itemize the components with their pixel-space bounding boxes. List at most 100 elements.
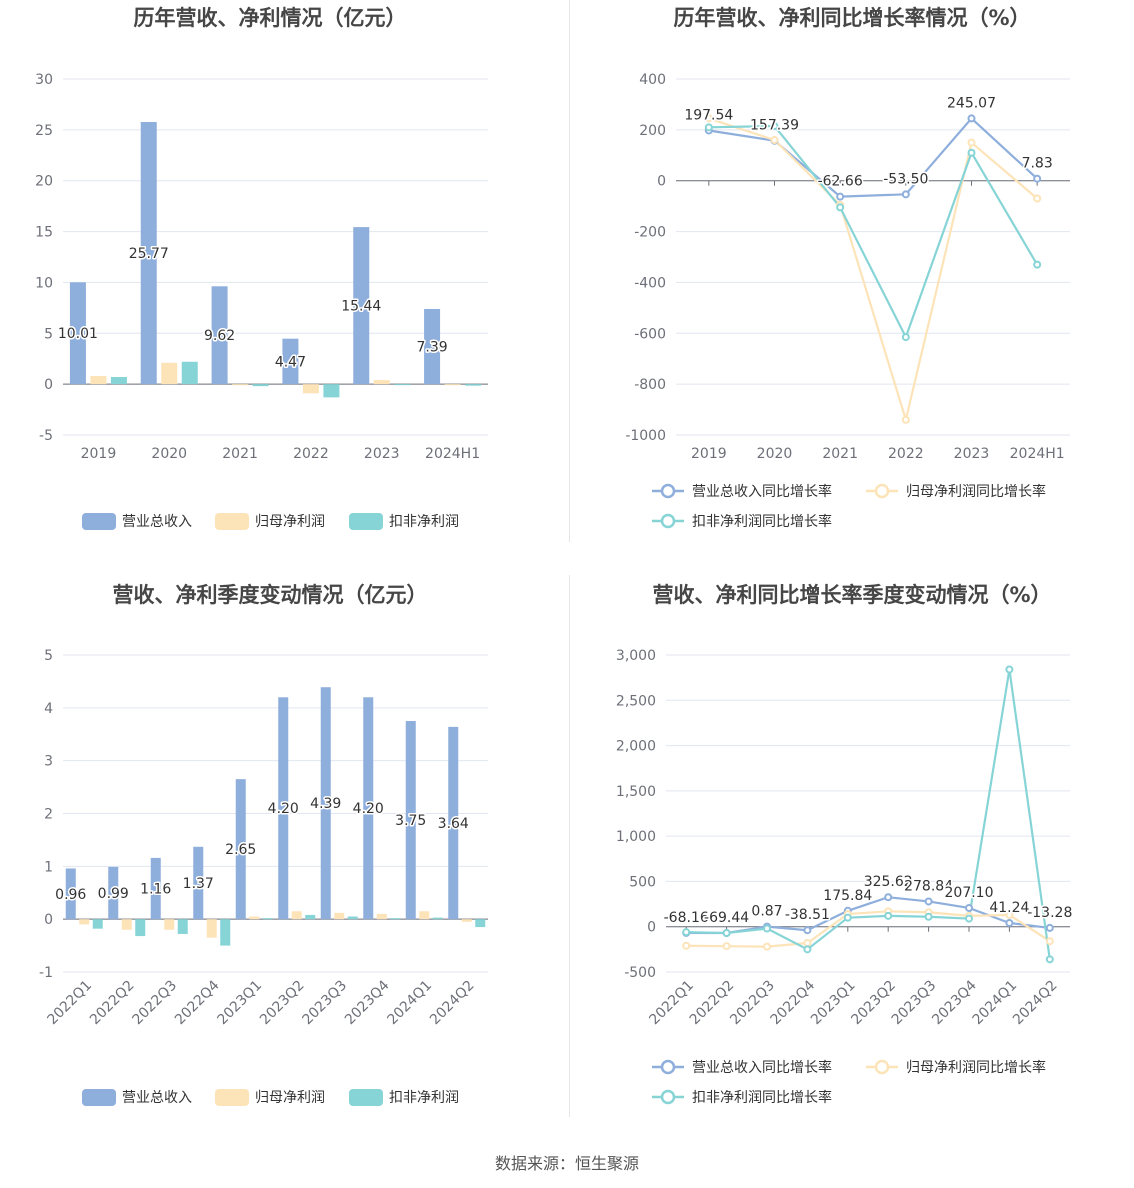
data-label: 197.54 — [684, 107, 733, 123]
legend-swatch-marker — [660, 1089, 676, 1105]
x-tick-label: 2023Q1 — [214, 978, 265, 1029]
legend-swatch-marker — [660, 1059, 676, 1075]
bar-营业总收入 — [140, 122, 157, 385]
y-tick-label: 1,500 — [616, 784, 656, 800]
point-扣非净利润同比增长率 — [884, 911, 893, 920]
bar-扣非净利润 — [475, 919, 486, 928]
point-营业总收入同比增长率 — [836, 192, 845, 201]
data-label: 0.96 — [55, 887, 86, 903]
legend-label: 扣非净利润同比增长率 — [692, 513, 832, 530]
y-tick-label: 20 — [35, 174, 53, 190]
x-tick-label: 2023 — [364, 446, 400, 462]
series-line-营业总收入同比增长率 — [708, 116, 1038, 198]
data-label: 2.65 — [225, 842, 256, 858]
y-tick-label: 2,000 — [616, 739, 656, 755]
legend-swatch — [349, 1089, 383, 1106]
legend-label: 归母净利润 — [255, 513, 325, 530]
bar-归母净利润 — [90, 376, 107, 385]
bar-营业总收入 — [278, 697, 289, 920]
point-扣非净利润同比增长率 — [722, 929, 731, 938]
point-营业总收入同比增长率 — [967, 114, 976, 123]
data-label: 325.62 — [864, 874, 913, 890]
point-归母净利润同比增长率 — [901, 415, 910, 424]
quarterly-growth-panel: 营收、净利同比增长率季度变动情况（%） -500 0 500 1,000 1,500 2,0… — [574, 575, 1134, 1135]
legend-label: 归母净利润同比增长率 — [906, 483, 1046, 500]
bar-归母净利润 — [302, 384, 319, 394]
point-营业总收入同比增长率 — [803, 926, 812, 935]
series-line-扣非净利润同比增长率 — [708, 124, 1039, 340]
point-营业总收入同比增长率 — [884, 893, 893, 902]
point-扣非净利润同比增长率 — [843, 913, 852, 922]
data-label: 207.10 — [945, 885, 994, 901]
y-tick-label: -800 — [634, 377, 666, 393]
bar-扣非净利润 — [394, 384, 411, 386]
legend-swatch-marker — [874, 1059, 890, 1075]
bar-归母净利润 — [444, 384, 461, 386]
y-tick-label: -5 — [39, 428, 53, 444]
data-label: 4.20 — [268, 801, 299, 817]
point-归母净利润同比增长率 — [1045, 937, 1054, 946]
data-label: -38.51 — [785, 907, 830, 923]
bar-营业总收入 — [282, 338, 299, 385]
x-tick-label: 2019 — [81, 446, 117, 462]
data-label: 41.24 — [989, 900, 1029, 916]
bar-营业总收入 — [363, 697, 374, 920]
legend-label: 扣非净利润 — [389, 1090, 459, 1106]
y-tick-label: 500 — [629, 874, 656, 890]
bar-扣非净利润 — [465, 384, 482, 386]
y-tick-label: -400 — [634, 275, 666, 291]
point-归母净利润同比增长率 — [1033, 194, 1042, 203]
x-tick-label: 2024Q2 — [1010, 978, 1061, 1029]
bar-营业总收入 — [65, 868, 76, 920]
y-tick-label: 0 — [44, 377, 53, 393]
bar-归母净利润 — [461, 919, 472, 922]
legend-swatch — [82, 513, 116, 530]
data-label: -68.16 — [664, 910, 709, 926]
x-tick-label: 2022Q1 — [44, 978, 95, 1029]
data-label: 25.77 — [129, 246, 169, 262]
bar-归母净利润 — [121, 919, 132, 930]
x-tick-label: 2022 — [888, 446, 924, 462]
bar-归母净利润 — [206, 919, 217, 938]
annual-revenue-profit-chart: 历年营收、净利情况（亿元） -5 0 5 10 15 20 25 30 2019 2020 2021 2… — [35, 6, 488, 530]
y-tick-label: 5 — [44, 648, 53, 664]
point-营业总收入同比增长率 — [924, 897, 933, 906]
bar-扣非净利润 — [92, 919, 103, 929]
point-扣非净利润同比增长率 — [682, 928, 691, 937]
y-tick-label: -1000 — [625, 428, 666, 444]
bar-营业总收入 — [193, 846, 204, 920]
x-tick-label: 2020 — [757, 446, 793, 462]
data-label: 1.37 — [183, 876, 214, 892]
point-扣非净利润同比增长率 — [965, 914, 973, 923]
y-tick-label: -500 — [624, 965, 656, 981]
y-tick-label: 25 — [35, 123, 53, 139]
y-tick-label: 1,000 — [616, 829, 656, 845]
x-tick-label: 2024Q2 — [427, 978, 478, 1029]
chart-title: 历年营收、净利情况（亿元） — [134, 6, 407, 30]
x-tick-label: 2023 — [954, 446, 990, 462]
data-label: 3.64 — [438, 816, 469, 832]
point-扣非净利润同比增长率 — [704, 123, 713, 132]
data-label: 4.39 — [310, 796, 341, 812]
x-tick-label: 2021 — [222, 446, 258, 462]
bar-归母净利润 — [419, 911, 430, 920]
data-label: 7.83 — [1022, 156, 1053, 172]
annual-growth-chart: 历年营收、净利同比增长率情况（%） -1000 -800 -600 -400 -200 0 2… — [625, 6, 1070, 530]
series-line-归母净利润同比增长率 — [708, 117, 1038, 424]
x-tick-label: 2023Q3 — [299, 978, 350, 1029]
bar-归母净利润 — [164, 919, 175, 930]
data-label: 0.87 — [751, 904, 782, 920]
x-tick-label: 2024H1 — [425, 446, 480, 462]
legend-label: 扣非净利润 — [389, 514, 459, 530]
point-扣非净利润同比增长率 — [836, 203, 845, 212]
bar-归母净利润 — [373, 380, 390, 385]
data-label: 9.62 — [204, 328, 235, 344]
bar-营业总收入 — [353, 227, 370, 385]
point-扣非净利润同比增长率 — [770, 122, 779, 131]
legend-label: 营业总收入 — [122, 514, 192, 530]
data-label: -62.66 — [818, 174, 863, 190]
bar-扣非净利润 — [432, 917, 443, 920]
y-tick-label: 2 — [44, 807, 53, 823]
data-label: 4.20 — [353, 801, 384, 817]
y-tick-label: 2,500 — [616, 693, 656, 709]
